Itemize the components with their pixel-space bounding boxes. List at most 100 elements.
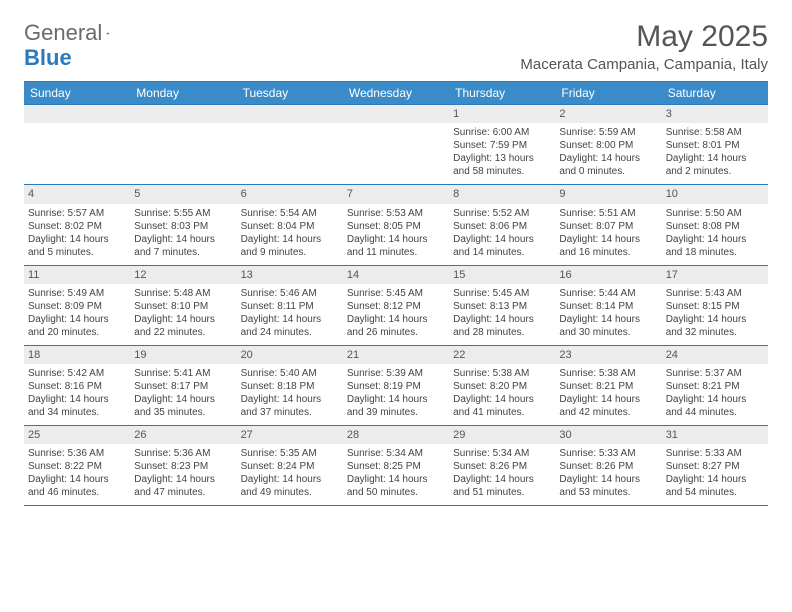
brand-logo: General [24, 20, 132, 46]
daylight-text: Daylight: 14 hours and 26 minutes. [347, 313, 445, 339]
sunset-text: Sunset: 8:24 PM [241, 460, 339, 473]
sunset-text: Sunset: 8:05 PM [347, 220, 445, 233]
day-cell: 2Sunrise: 5:59 AMSunset: 8:00 PMDaylight… [555, 105, 661, 185]
day-cell: 1Sunrise: 6:00 AMSunset: 7:59 PMDaylight… [449, 105, 555, 185]
sunset-text: Sunset: 8:13 PM [453, 300, 551, 313]
day-cell: 8Sunrise: 5:52 AMSunset: 8:06 PMDaylight… [449, 185, 555, 265]
day-number-empty [343, 105, 449, 123]
sunset-text: Sunset: 8:26 PM [453, 460, 551, 473]
day-number: 2 [555, 105, 661, 123]
daylight-text: Daylight: 14 hours and 32 minutes. [666, 313, 764, 339]
sunrise-text: Sunrise: 5:43 AM [666, 287, 764, 300]
day-number: 4 [24, 185, 130, 203]
day-number: 24 [662, 346, 768, 364]
sunrise-text: Sunrise: 5:39 AM [347, 367, 445, 380]
sunrise-text: Sunrise: 5:45 AM [453, 287, 551, 300]
daylight-text: Daylight: 14 hours and 44 minutes. [666, 393, 764, 419]
sunrise-text: Sunrise: 6:00 AM [453, 126, 551, 139]
daylight-text: Daylight: 14 hours and 35 minutes. [134, 393, 232, 419]
calendar-table: Sunday Monday Tuesday Wednesday Thursday… [24, 81, 768, 505]
day-number: 16 [555, 266, 661, 284]
day-number: 9 [555, 185, 661, 203]
sunset-text: Sunset: 8:06 PM [453, 220, 551, 233]
day-cell: 5 Sunrise: 5:55 AMSunset: 8:03 PMDaylight… [130, 185, 236, 265]
sunset-text: Sunset: 8:09 PM [28, 300, 126, 313]
day-number: 8 [449, 185, 555, 203]
day-number: 19 [130, 346, 236, 364]
sunset-text: Sunset: 8:08 PM [666, 220, 764, 233]
col-friday: Friday [555, 82, 661, 105]
sunrise-text: Sunrise: 5:40 AM [241, 367, 339, 380]
day-number: 21 [343, 346, 449, 364]
daylight-text: Daylight: 14 hours and 39 minutes. [347, 393, 445, 419]
daylight-text: Daylight: 14 hours and 7 minutes. [134, 233, 232, 259]
day-cell: 26Sunrise: 5:36 AMSunset: 8:23 PMDayligh… [130, 426, 236, 506]
sunset-text: Sunset: 8:02 PM [28, 220, 126, 233]
col-tuesday: Tuesday [237, 82, 343, 105]
sunrise-text: Sunrise: 5:34 AM [347, 447, 445, 460]
col-sunday: Sunday [24, 82, 130, 105]
col-monday: Monday [130, 82, 236, 105]
sunrise-text: Sunrise: 5:41 AM [134, 367, 232, 380]
day-cell: 3Sunrise: 5:58 AMSunset: 8:01 PMDaylight… [662, 105, 768, 185]
day-number: 25 [24, 426, 130, 444]
day-number: 28 [343, 426, 449, 444]
sunset-text: Sunset: 8:20 PM [453, 380, 551, 393]
day-cell: 29 Sunrise: 5:34 AMSunset: 8:26 PMDayligh… [449, 426, 555, 506]
day-number: 23 [555, 346, 661, 364]
sunrise-text: Sunrise: 5:36 AM [134, 447, 232, 460]
day-cell: 12Sunrise: 5:48 AMSunset: 8:10 PMDayligh… [130, 265, 236, 345]
day-number: 13 [237, 266, 343, 284]
sunset-text: Sunset: 8:03 PM [134, 220, 232, 233]
brand-blue: Blue [24, 45, 72, 70]
week-row: 4Sunrise: 5:57 AMSunset: 8:02 PMDaylight… [24, 185, 768, 265]
sunrise-text: Sunrise: 5:45 AM [347, 287, 445, 300]
day-number: 31 [662, 426, 768, 444]
daylight-text: Daylight: 14 hours and 34 minutes. [28, 393, 126, 419]
day-cell: 15Sunrise: 5:45 AMSunset: 8:13 PMDayligh… [449, 265, 555, 345]
day-number: 18 [24, 346, 130, 364]
day-cell: 10Sunrise: 5:50 AMSunset: 8:08 PMDayligh… [662, 185, 768, 265]
day-cell: 22Sunrise: 5:38 AMSunset: 8:20 PMDayligh… [449, 345, 555, 425]
day-cell: 30Sunrise: 5:33 AMSunset: 8:26 PMDayligh… [555, 426, 661, 506]
sunset-text: Sunset: 8:17 PM [134, 380, 232, 393]
sunrise-text: Sunrise: 5:38 AM [559, 367, 657, 380]
day-cell [130, 105, 236, 185]
day-number: 12 [130, 266, 236, 284]
day-header-row: Sunday Monday Tuesday Wednesday Thursday… [24, 82, 768, 105]
day-number: 3 [662, 105, 768, 123]
day-cell [237, 105, 343, 185]
daylight-text: Daylight: 14 hours and 51 minutes. [453, 473, 551, 499]
sunset-text: Sunset: 8:19 PM [347, 380, 445, 393]
location-subtitle: Macerata Campania, Campania, Italy [520, 56, 768, 73]
daylight-text: Daylight: 14 hours and 53 minutes. [559, 473, 657, 499]
sunset-text: Sunset: 8:26 PM [559, 460, 657, 473]
day-number: 10 [662, 185, 768, 203]
day-cell: 19 Sunrise: 5:41 AMSunset: 8:17 PMDayligh… [130, 345, 236, 425]
day-number: 5 [130, 185, 236, 203]
sunrise-text: Sunrise: 5:50 AM [666, 207, 764, 220]
week-row: 18Sunrise: 5:42 AMSunset: 8:16 PMDayligh… [24, 345, 768, 425]
day-cell: 25Sunrise: 5:36 AMSunset: 8:22 PMDayligh… [24, 426, 130, 506]
day-number: 14 [343, 266, 449, 284]
sunset-text: Sunset: 8:27 PM [666, 460, 764, 473]
day-cell: 24Sunrise: 5:37 AMSunset: 8:21 PMDayligh… [662, 345, 768, 425]
week-row: 1Sunrise: 6:00 AMSunset: 7:59 PMDaylight… [24, 105, 768, 185]
sunset-text: Sunset: 8:14 PM [559, 300, 657, 313]
day-number: 17 [662, 266, 768, 284]
sunrise-text: Sunrise: 5:44 AM [559, 287, 657, 300]
day-number: 27 [237, 426, 343, 444]
day-cell: 28Sunrise: 5:34 AMSunset: 8:25 PMDayligh… [343, 426, 449, 506]
sunrise-text: Sunrise: 5:52 AM [453, 207, 551, 220]
sunset-text: Sunset: 8:21 PM [559, 380, 657, 393]
sunrise-text: Sunrise: 5:46 AM [241, 287, 339, 300]
day-number: 6 [237, 185, 343, 203]
day-number: 29 [449, 426, 555, 444]
daylight-text: Daylight: 14 hours and 42 minutes. [559, 393, 657, 419]
day-cell [343, 105, 449, 185]
sunrise-text: Sunrise: 5:55 AM [134, 207, 232, 220]
daylight-text: Daylight: 14 hours and 5 minutes. [28, 233, 126, 259]
sunrise-text: Sunrise: 5:34 AM [453, 447, 551, 460]
week-row: 11Sunrise: 5:49 AMSunset: 8:09 PMDayligh… [24, 265, 768, 345]
day-cell: 6Sunrise: 5:54 AMSunset: 8:04 PMDaylight… [237, 185, 343, 265]
